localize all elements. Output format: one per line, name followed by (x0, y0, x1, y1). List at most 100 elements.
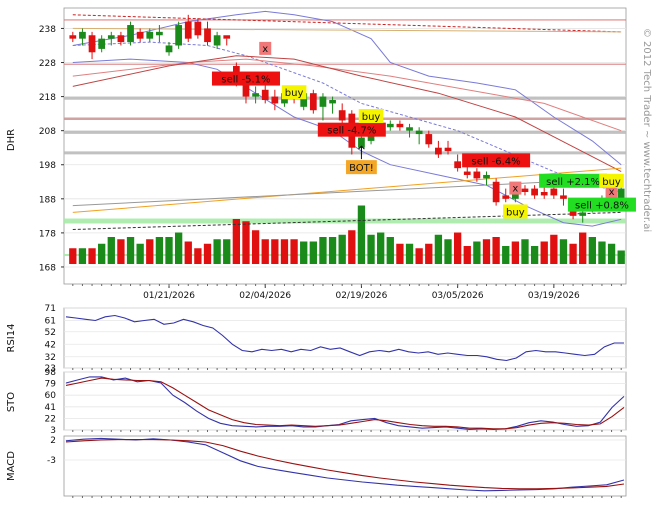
price-y-tick-label: 228 (39, 59, 56, 69)
rsi-y-tick-label: 52 (45, 328, 56, 338)
volume-bar (396, 243, 404, 264)
overlay-trend_gray (72, 177, 622, 207)
candle-body (617, 188, 625, 199)
rsi-y-tick-label: 71 (45, 304, 56, 314)
date-tick-label: 02/19/2026 (335, 291, 387, 301)
sto-y-tick-label: 98 (45, 368, 57, 378)
trade-tag-box (503, 204, 528, 219)
volume-bar (444, 239, 452, 264)
candle-body (165, 45, 173, 53)
overlay-ma_mid (72, 55, 622, 173)
volume-bar (434, 234, 443, 264)
price-y-tick-label: 208 (39, 127, 56, 137)
candle-body (252, 93, 259, 97)
volume-bar (463, 246, 471, 264)
volume-bar (213, 239, 221, 264)
sto-y-tick-label: 41 (45, 403, 56, 413)
candle-body (69, 35, 77, 39)
rsi-series-line (65, 314, 624, 362)
trade-tag-box (358, 109, 384, 124)
volume-bar (98, 243, 106, 264)
price-y-tick-label: 198 (39, 161, 56, 171)
rsi-plot-frame (63, 307, 627, 369)
trade-tag-label: sell +0.8% (575, 201, 629, 212)
candle-body (425, 134, 433, 145)
volume-bar (415, 248, 423, 264)
candle-body (550, 188, 558, 196)
signal-marker-box (259, 41, 272, 55)
rsi-y-tick-label: 23 (45, 364, 56, 374)
volume-bar (511, 241, 520, 264)
volume-bar (155, 237, 164, 264)
macd-y-tick-label: 2 (50, 436, 56, 446)
volume-bar (261, 239, 269, 264)
volume-bar (117, 239, 125, 264)
volume-bar (309, 241, 317, 264)
overlay-trend_dark_dashed (72, 211, 622, 230)
candle-body (309, 93, 317, 111)
date-tick-label: 02/04/2026 (239, 291, 291, 301)
sto-series-line (65, 377, 625, 430)
candle-body (396, 123, 404, 128)
trade-tag-label: BOT! (349, 163, 374, 174)
volume-bar (473, 241, 481, 264)
candle-body (435, 147, 442, 155)
candle-body (79, 31, 86, 39)
price-y-tick-label: 178 (39, 229, 56, 239)
candle-body (271, 96, 279, 104)
candle-body (406, 127, 413, 131)
overlay-trend_dashed_red (72, 14, 622, 33)
signal-marker-box (605, 185, 618, 198)
price-y-tick-label: 188 (39, 195, 56, 205)
volume-bar (357, 205, 366, 264)
overlay-trend_orange (72, 167, 622, 213)
date-tick-label: 03/19/2026 (528, 291, 580, 301)
candle-body (136, 31, 144, 39)
volume-bar (242, 221, 250, 264)
volume-bar (348, 230, 356, 264)
sto-series-line (65, 376, 625, 430)
candle-body (473, 171, 481, 179)
candle-body (521, 188, 529, 192)
candle-body (127, 25, 134, 43)
volume-bar (338, 234, 346, 264)
price-y-tick-label: 168 (39, 263, 56, 273)
volume-bar (559, 239, 568, 264)
trade-tag-label: sell -4.7% (327, 126, 376, 137)
candle-body (261, 89, 269, 100)
volume-bar (453, 232, 462, 264)
candle-body (98, 38, 106, 49)
volume-bar (530, 246, 539, 264)
signal-marker-label: x (512, 184, 518, 195)
volume-bar (280, 239, 289, 264)
macd-panel: -3 2 (47, 435, 627, 498)
date-tick-label: 03/05/2026 (432, 291, 484, 301)
volume-bar (251, 230, 260, 264)
macd-series-line (65, 439, 625, 490)
candle-body (540, 192, 548, 196)
candle-body (415, 130, 423, 135)
volume-bar (223, 239, 231, 264)
trade-tag-box (462, 153, 531, 168)
candle-body (184, 21, 192, 39)
price-y-tick-label: 238 (39, 25, 56, 35)
candle-body (319, 96, 327, 107)
candle-body (107, 35, 115, 39)
volume-bar (579, 232, 587, 264)
volume-bar (69, 248, 77, 264)
candle-body (223, 35, 231, 39)
candle-body (194, 21, 202, 36)
candle-body (492, 181, 500, 203)
trade-tag-box (539, 173, 608, 188)
trade-tag-label: buy (506, 207, 525, 218)
rsi-y-tick-label: 32 (45, 353, 56, 363)
date-tick-label: 01/21/2026 (143, 291, 195, 301)
price-axis-label: DHR (6, 129, 17, 151)
candle-body (560, 195, 567, 199)
volume-bar (146, 239, 154, 264)
sto-y-tick-label: 22 (45, 414, 56, 424)
volume-bar (165, 237, 173, 264)
volume-bar (126, 237, 135, 264)
